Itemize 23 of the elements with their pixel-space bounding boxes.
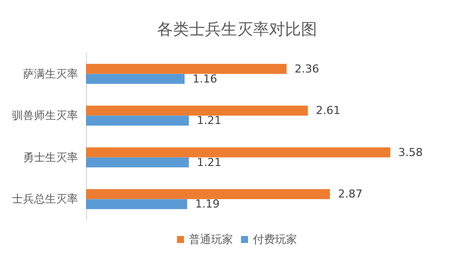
data-label: 1.21 (196, 114, 222, 128)
bar (86, 147, 390, 158)
data-label: 2.36 (294, 62, 320, 76)
data-label: 1.16 (192, 72, 218, 86)
y-tick-label: 驯兽师生灭率 (12, 109, 78, 122)
data-label: 3.58 (398, 146, 423, 159)
bar (86, 157, 189, 168)
bar (86, 74, 185, 84)
y-tick-label: 萨满生灭率 (23, 67, 78, 80)
data-label: 2.87 (338, 188, 362, 201)
bar (86, 189, 330, 200)
y-tick-label: 勇士生灭率 (23, 150, 78, 164)
bar (86, 199, 188, 210)
y-tick-label: 士兵总生灭率 (12, 192, 78, 206)
legend-label: 普通玩家 (189, 233, 233, 246)
data-label: 1.19 (195, 198, 220, 211)
chart-title: 各类士兵生灭率对比图 (157, 20, 317, 38)
bar (86, 116, 189, 126)
bar (86, 64, 287, 74)
data-label: 1.21 (196, 156, 222, 169)
data-label: 2.61 (316, 104, 340, 118)
bar (86, 106, 308, 116)
legend-label: 付费玩家 (253, 233, 297, 246)
